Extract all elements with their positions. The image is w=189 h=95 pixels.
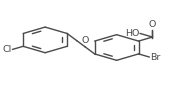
Text: Br: Br	[150, 53, 160, 61]
Text: HO: HO	[125, 29, 139, 38]
Text: O: O	[81, 36, 89, 45]
Text: O: O	[149, 20, 156, 29]
Text: Cl: Cl	[2, 45, 12, 54]
